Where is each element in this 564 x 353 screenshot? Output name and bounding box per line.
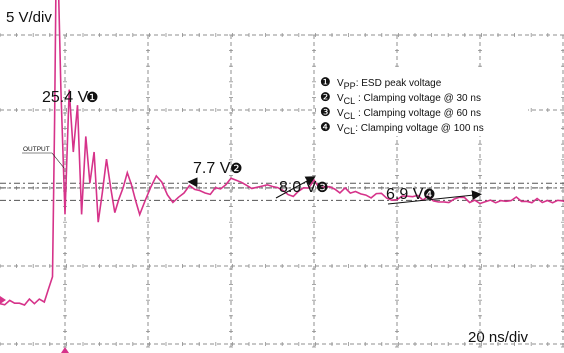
annotation-1: 25.4 V❶ (42, 89, 99, 106)
legend-symbol: V (337, 123, 344, 134)
annotation-value: 7.7 V (193, 160, 231, 177)
legend-text: VCL : Clamping voltage @ 30 ns (337, 93, 481, 106)
trace-label: OUTPUT (23, 146, 50, 153)
level-marker-icon (0, 296, 6, 304)
legend-marker-icon: ❸ (320, 105, 331, 119)
legend-subscript: CL (344, 96, 356, 106)
legend-marker-icon: ❹ (320, 120, 331, 134)
legend-entry: ❸ VCL : Clamping voltage @ 60 ns (320, 105, 481, 121)
legend-entry: ❶ VPP: ESD peak voltage (320, 75, 442, 91)
legend-marker-icon: ❶ (320, 75, 331, 89)
legend-description: : Clamping voltage @ 60 ns (355, 108, 481, 119)
legend-symbol: V (337, 78, 344, 89)
legend-entry: ❹ VCL: Clamping voltage @ 100 ns (320, 120, 484, 136)
legend-symbol: V (337, 93, 344, 104)
reference-lines (0, 182, 564, 201)
legend-marker-icon: ❷ (320, 90, 331, 104)
legend-description: : Clamping voltage @ 100 ns (355, 123, 484, 134)
legend-text: VCL: Clamping voltage @ 100 ns (337, 123, 484, 136)
annotation-marker-icon: ❸ (316, 179, 329, 195)
annotation-arrow (275, 176, 316, 199)
annotation-value: 6.9 V (386, 186, 424, 203)
annotation-value: 25.4 V (42, 89, 89, 106)
legend-description: : Clamping voltage @ 30 ns (355, 93, 481, 104)
output-trace (0, 0, 564, 306)
legend-subscript: PP (344, 81, 356, 91)
legend-text: VPP: ESD peak voltage (337, 78, 442, 91)
x-scale-label: 20 ns/div (468, 329, 529, 346)
trigger-marker-icon (61, 347, 69, 353)
annotation-marker-icon: ❷ (230, 160, 243, 176)
annotation-marker-icon: ❶ (86, 89, 99, 105)
trace-label-group: OUTPUT (22, 146, 65, 169)
legend-background (316, 70, 528, 136)
legend-subscript: CL (344, 126, 356, 136)
annotation-arrow (387, 190, 482, 205)
legend-symbol: V (337, 108, 344, 119)
legend-subscript: CL (344, 111, 356, 121)
legend-description: : ESD peak voltage (356, 78, 442, 89)
y-scale-label: 5 V/div (6, 9, 52, 26)
legend-entry: ❷ VCL : Clamping voltage @ 30 ns (320, 90, 481, 106)
trace-label-leader (51, 152, 65, 169)
annotation-marker-icon: ❹ (423, 186, 436, 202)
legend-text: VCL : Clamping voltage @ 60 ns (337, 108, 481, 121)
